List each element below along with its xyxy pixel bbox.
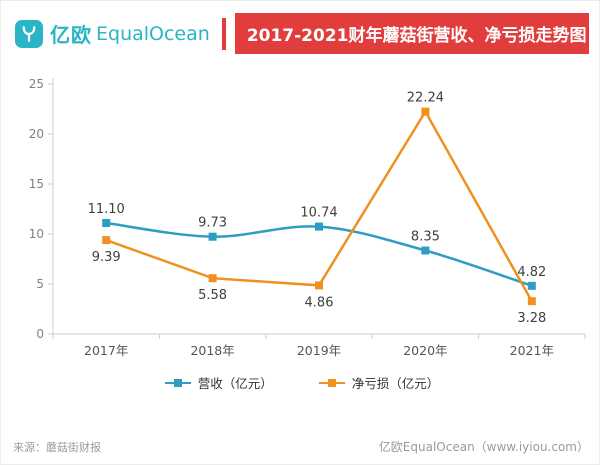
y-axis-tick-label: 0 [36, 327, 44, 341]
x-axis-label: 2018年 [190, 343, 234, 358]
series-marker-0 [208, 232, 217, 241]
line-chart: 0 5 10 15 20 25 2017年 2018年 2019年 2020年 2021年 11.10… [29, 77, 586, 358]
series-marker-0 [527, 281, 536, 290]
x-axis-label: 2021年 [510, 343, 554, 358]
data-label: 11.10 [88, 202, 125, 217]
data-label: 5.58 [198, 288, 227, 303]
data-label: 3.28 [517, 311, 546, 326]
series-marker-0 [102, 219, 111, 227]
y-axis-tick-label: 20 [29, 127, 44, 141]
series-marker-1 [102, 236, 111, 245]
legend-marker-icon [164, 378, 191, 388]
y-axis-tick-label: 15 [29, 177, 44, 191]
credit-label: 亿欧EqualOcean（www.iyiou.com） [378, 440, 589, 454]
data-label: 9.39 [92, 250, 121, 265]
x-axis-label: 2020年 [403, 343, 447, 358]
data-label: 4.82 [517, 265, 546, 280]
legend-label: 营收（亿元） [197, 376, 273, 391]
data-label: 9.73 [198, 216, 227, 231]
series-marker-1 [421, 107, 430, 116]
legend: 营收（亿元） 净亏损（亿元） [5, 373, 599, 392]
data-label: 4.86 [305, 295, 334, 310]
legend-marker-icon [318, 378, 345, 388]
chart-title-banner: 2017-2021财年蘑菇街营收、净亏损走势图 [234, 13, 589, 54]
y-axis-tick-label: 5 [36, 277, 44, 291]
data-label: 8.35 [411, 230, 440, 245]
logo-y-glyph [22, 25, 36, 42]
data-label: 22.24 [407, 91, 444, 106]
x-axis-label: 2017年 [84, 343, 128, 358]
equalocean-logo-icon [15, 19, 43, 48]
series-marker-1 [208, 274, 217, 283]
footer: 来源：蘑菇街财报 亿欧EqualOcean（www.iyiou.com） [13, 438, 589, 455]
series-line-0 [106, 221, 533, 287]
series-marker-1 [527, 297, 536, 306]
logo-text-cn: 亿欧 [50, 23, 92, 47]
legend-label: 净亏损（亿元） [351, 376, 440, 391]
chart-area: 0 5 10 15 20 25 2017年 2018年 2019年 2020年 2021年 11.10… [1, 58, 599, 392]
x-axis-label: 2019年 [297, 343, 341, 358]
logo-text-en: EqualOcean [96, 22, 210, 45]
series-marker-1 [315, 281, 323, 290]
series-marker-0 [421, 246, 430, 255]
brand-logo: 亿欧 EqualOcean [15, 19, 210, 48]
series-marker-0 [315, 222, 323, 231]
source-label: 来源：蘑菇街财报 [13, 440, 101, 454]
legend-item-0[interactable]: 营收（亿元） [164, 373, 273, 392]
y-axis-tick-label: 10 [29, 227, 44, 241]
header-divider [221, 17, 226, 50]
y-axis-tick-label: 25 [29, 77, 44, 91]
header: 亿欧 EqualOcean 2017-2021财年蘑菇街营收、净亏损走势图 [1, 1, 599, 58]
data-label: 10.74 [300, 206, 337, 221]
legend-item-1[interactable]: 净亏损（亿元） [318, 373, 440, 392]
